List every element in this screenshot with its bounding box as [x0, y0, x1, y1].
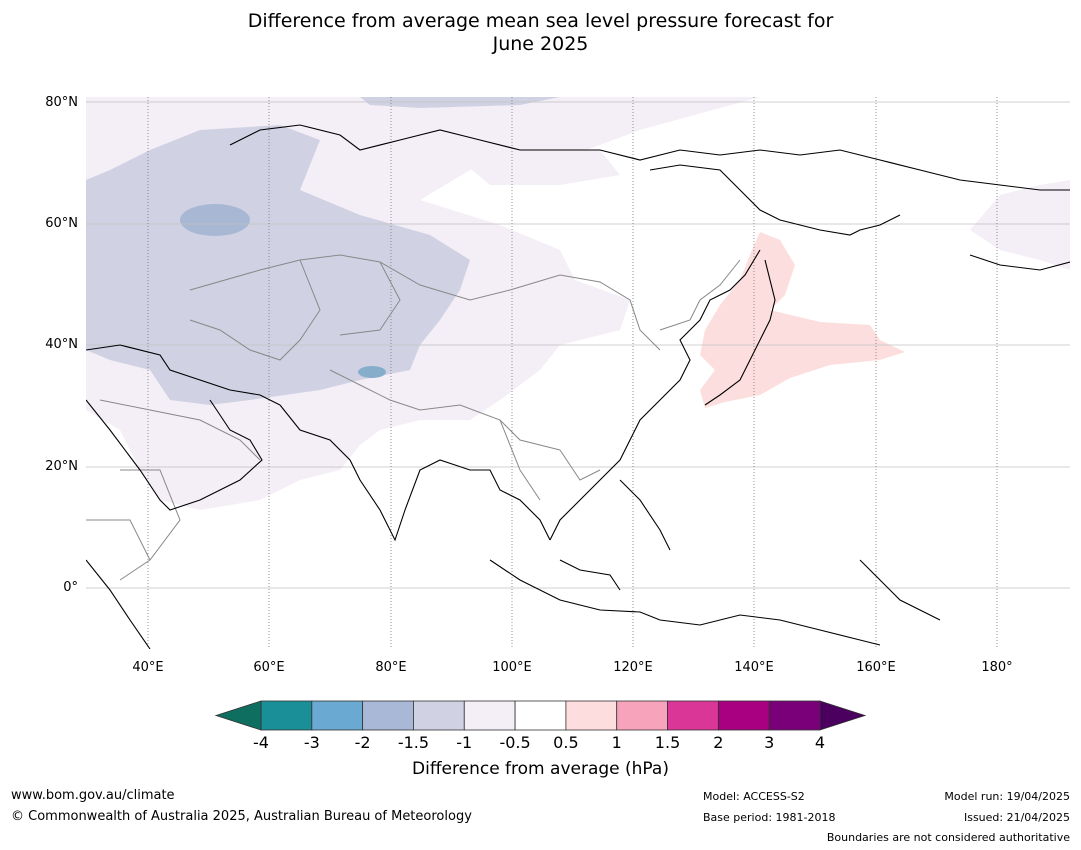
- colorbar-tick-label: 2: [713, 733, 724, 752]
- longitude-label: 160°E: [856, 660, 896, 675]
- colorbar-tick-label: 3: [764, 733, 775, 752]
- anomaly-region-moderate-negative-south: [86, 290, 260, 372]
- longitude-label: 60°E: [253, 660, 285, 675]
- colorbar-segment: [260, 700, 313, 731]
- longitude-label: 120°E: [613, 660, 653, 675]
- colorbar-segment: [311, 700, 364, 731]
- footer-copyright: © Commonwealth of Australia 2025, Austra…: [11, 809, 472, 824]
- latitude-gridlines: [86, 101, 1070, 589]
- latitude-label: 40°N: [45, 337, 78, 352]
- colorbar-under-arrow: [214, 700, 262, 731]
- country-borders: [86, 254, 741, 581]
- anomaly-region-light-negative-pacific: [970, 180, 1070, 270]
- colorbar-segment: [463, 700, 516, 731]
- longitude-label: 100°E: [492, 660, 532, 675]
- anomaly-region-tibet: [358, 366, 386, 378]
- anomaly-region-strong-negative: [180, 204, 250, 236]
- latitude-label: 60°N: [45, 216, 78, 231]
- colorbar-over-arrow: [819, 700, 867, 731]
- longitude-label: 40°E: [132, 660, 164, 675]
- colorbar-tick-label: -1: [456, 733, 473, 752]
- anomaly-region-positive: [700, 232, 905, 408]
- colorbar-tick-label: 4: [814, 733, 826, 752]
- footer-issued: Issued: 21/04/2025: [963, 811, 1070, 824]
- colorbar-tick-label: 1: [611, 733, 622, 752]
- colorbar-segment: [413, 700, 465, 731]
- latitude-label: 20°N: [45, 459, 78, 474]
- colorbar: [214, 700, 867, 731]
- colorbar-tick-label: 1.5: [654, 733, 681, 752]
- map-area: [86, 97, 1070, 649]
- colorbar-segment: [717, 700, 770, 731]
- colorbar-tick-label: -1.5: [397, 733, 430, 752]
- footer-url[interactable]: www.bom.gov.au/climate: [11, 788, 175, 803]
- latitude-label: 0°: [63, 580, 78, 595]
- coastlines: [86, 124, 1070, 649]
- colorbar-segment: [616, 700, 668, 731]
- colorbar-segment: [565, 700, 618, 731]
- footer-model: Model: ACCESS-S2: [703, 790, 805, 803]
- longitude-label: 80°E: [375, 660, 407, 675]
- anomaly-region-light-negative-arctic: [460, 150, 620, 185]
- colorbar-segment: [667, 700, 719, 731]
- footer-disclaimer: Boundaries are not considered authoritat…: [826, 831, 1070, 844]
- colorbar-segment: [362, 700, 414, 731]
- title-line-1: Difference from average mean sea level p…: [247, 10, 834, 32]
- colorbar-label: Difference from average (hPa): [412, 759, 669, 779]
- longitude-label: 140°E: [734, 660, 774, 675]
- colorbar-tick-label: 0.5: [553, 733, 579, 752]
- colorbar-tick-label: -3: [303, 733, 320, 752]
- colorbar-tick-label: -2: [354, 733, 371, 752]
- chart-title: Difference from average mean sea level p…: [0, 10, 1081, 56]
- colorbar-tick-label: -4: [253, 733, 269, 752]
- title-line-2: June 2025: [492, 33, 589, 55]
- longitude-label: 180°: [981, 660, 1013, 675]
- anomaly-region-moderate-negative-arctic: [360, 97, 560, 108]
- colorbar-segment: [768, 700, 821, 731]
- latitude-label: 80°N: [45, 95, 78, 110]
- footer-model-run: Model run: 19/04/2025: [944, 790, 1070, 803]
- colorbar-segment: [514, 700, 567, 731]
- colorbar-tick-label: -0.5: [499, 733, 531, 752]
- footer-base-period: Base period: 1981-2018: [703, 811, 836, 824]
